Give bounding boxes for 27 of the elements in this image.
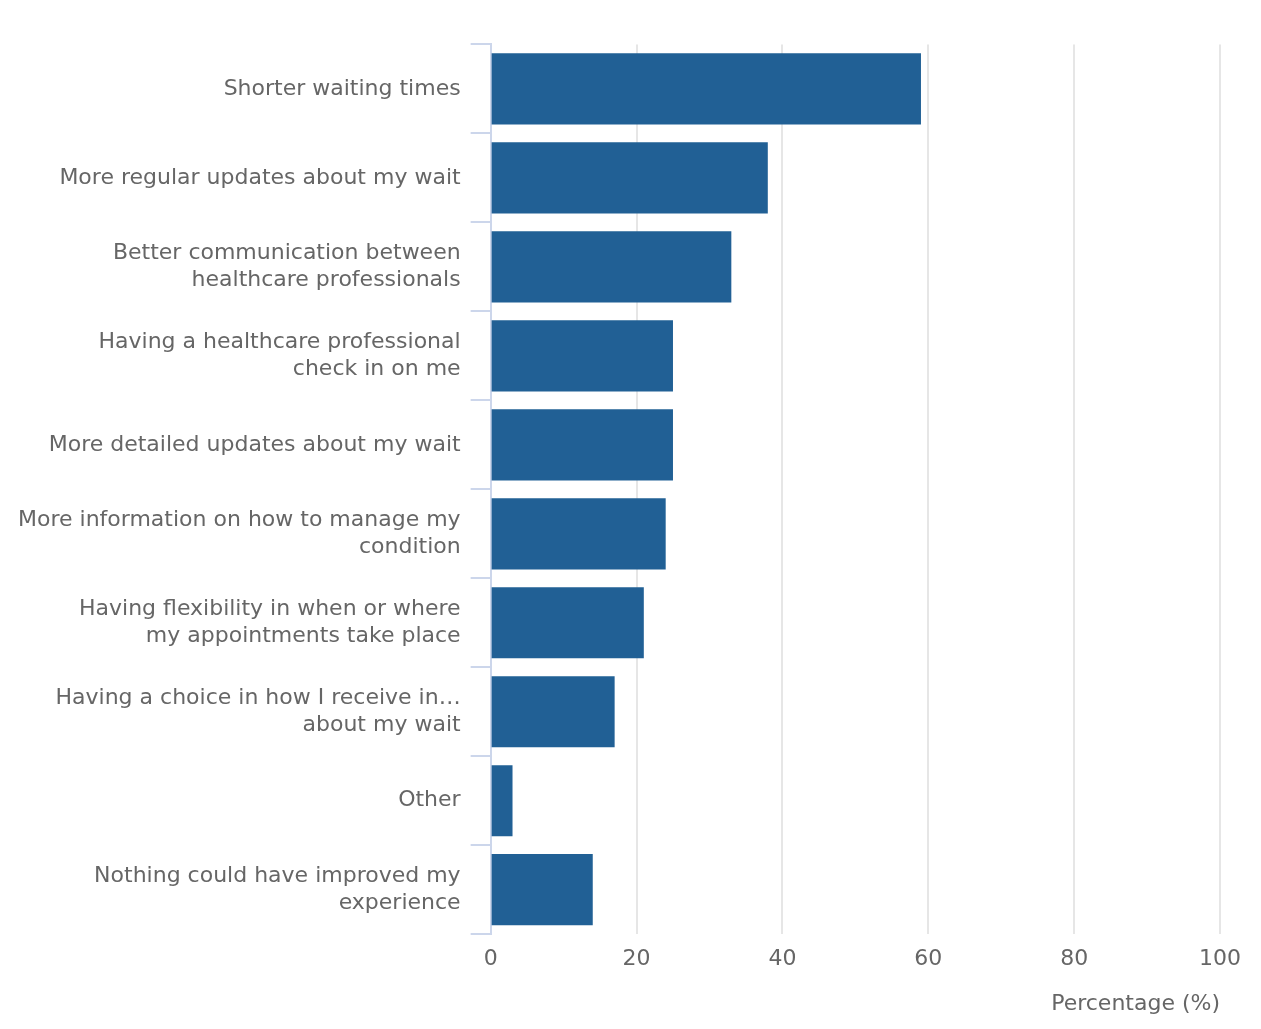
bar xyxy=(491,587,644,659)
y-tick-label: Having flexibility in when or where my appointments take place xyxy=(78,595,461,647)
x-tick-label: 0 xyxy=(483,945,498,971)
bar xyxy=(491,498,666,570)
y-tick-label: Having a healthcare professional check in on me xyxy=(98,328,461,380)
x-tick-label: 80 xyxy=(1060,945,1089,971)
y-tick-label: More information on how to manage my condition xyxy=(17,506,461,558)
x-tick-label: 60 xyxy=(914,945,943,971)
bar xyxy=(491,320,673,392)
x-tick-label: 100 xyxy=(1199,945,1241,971)
bar xyxy=(491,676,615,748)
y-tick-label: Shorter waiting times xyxy=(223,74,461,100)
y-tick-label: Better communication between healthcare professionals xyxy=(112,239,461,291)
bar xyxy=(491,142,768,214)
y-tick-label: Other xyxy=(398,786,462,812)
x-tick-label: 20 xyxy=(622,945,651,971)
y-tick-label: More regular updates about my wait xyxy=(59,163,462,189)
x-axis-title: Percentage (%) xyxy=(1051,989,1220,1015)
y-tick-label: Having a choice in how I receive in… about my wait xyxy=(55,684,462,736)
y-tick-label: More detailed updates about my wait xyxy=(48,430,462,456)
bar xyxy=(491,53,921,125)
x-tick-label: 40 xyxy=(768,945,797,971)
bar xyxy=(491,409,673,481)
y-tick-label: Nothing could have improved my experience xyxy=(94,862,461,914)
bar xyxy=(491,231,732,303)
bar xyxy=(491,854,593,926)
bar xyxy=(491,765,513,837)
